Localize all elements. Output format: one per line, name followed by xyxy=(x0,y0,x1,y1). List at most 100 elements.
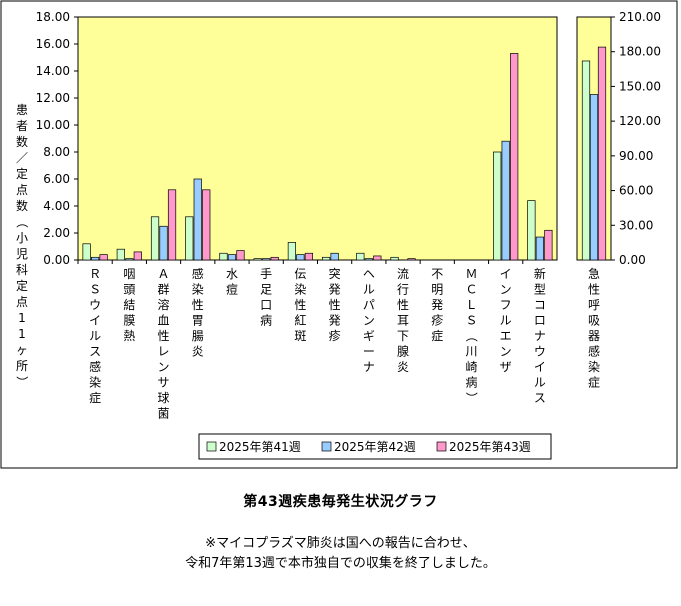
svg-text:感: 感 xyxy=(192,266,204,281)
svg-text:結: 結 xyxy=(123,298,135,312)
svg-text:サ: サ xyxy=(158,376,170,390)
bar xyxy=(150,216,160,261)
svg-text:ル: ル xyxy=(89,329,101,343)
svg-text:Ｍ: Ｍ xyxy=(465,267,477,281)
svg-text:感: 感 xyxy=(588,344,600,359)
svg-text:症: 症 xyxy=(431,328,443,343)
bar xyxy=(407,258,416,261)
svg-text:川: 川 xyxy=(465,345,477,359)
secondary-y-tick-label: 90.00 xyxy=(619,149,653,163)
bar xyxy=(167,189,177,261)
svg-text:膜: 膜 xyxy=(123,314,135,328)
svg-text:数: 数 xyxy=(16,134,28,149)
svg-text:ギ: ギ xyxy=(363,329,375,343)
svg-text:定: 定 xyxy=(16,166,28,181)
chart: 0.002.004.006.008.0010.0012.0014.0016.00… xyxy=(0,0,678,469)
svg-text:疹: 疹 xyxy=(329,328,341,343)
bar xyxy=(82,243,91,261)
svg-text:小: 小 xyxy=(16,231,28,245)
svg-text:コ: コ xyxy=(534,298,546,312)
svg-text:病: 病 xyxy=(260,313,272,328)
svg-text:水: 水 xyxy=(226,267,238,281)
svg-text:血: 血 xyxy=(158,314,170,328)
bar xyxy=(296,254,305,261)
bar xyxy=(125,258,134,261)
svg-text:口: 口 xyxy=(260,298,272,312)
svg-text:性: 性 xyxy=(294,298,306,312)
secondary-plot: 0.00 30.00 60.00 90.00 120.00 150.00 180.00 210… xyxy=(576,10,661,390)
bar xyxy=(544,229,553,261)
svg-text:ン: ン xyxy=(158,360,170,374)
svg-text:足: 足 xyxy=(260,283,272,297)
svg-text:ウ: ウ xyxy=(89,298,101,312)
svg-text:頭: 頭 xyxy=(123,283,135,297)
footnote-line-2: 令和7年第13週で本市独自での収集を終了しました。 xyxy=(185,556,496,571)
svg-text:性: 性 xyxy=(397,298,409,312)
svg-text:崎: 崎 xyxy=(465,360,477,374)
svg-text:1: 1 xyxy=(18,311,26,325)
legend-label: 2025年第43週 xyxy=(449,440,531,454)
bar xyxy=(364,258,373,261)
svg-text:点: 点 xyxy=(16,183,28,197)
svg-text:Ｓ: Ｓ xyxy=(465,314,477,328)
svg-text:児: 児 xyxy=(16,247,28,261)
svg-text:ン: ン xyxy=(363,314,375,328)
bar xyxy=(262,258,271,261)
y-tick-label: 2.00 xyxy=(43,226,70,240)
bar xyxy=(493,151,502,261)
svg-text:ル: ル xyxy=(534,376,546,390)
svg-text:呼: 呼 xyxy=(588,298,600,312)
chart-caption-title: 第43週疾患毎発生状況グラフ xyxy=(243,494,438,510)
svg-text:流: 流 xyxy=(397,267,409,281)
svg-text:パ: パ xyxy=(363,298,375,312)
svg-text:レ: レ xyxy=(158,345,170,359)
svg-text:菌: 菌 xyxy=(158,407,170,421)
secondary-bar xyxy=(589,94,599,261)
svg-text:性: 性 xyxy=(329,298,341,312)
svg-text:不: 不 xyxy=(431,267,443,281)
svg-text:吸: 吸 xyxy=(588,314,600,328)
plot-area xyxy=(77,16,558,261)
bar xyxy=(133,251,142,261)
bar xyxy=(193,178,202,261)
svg-text:Ａ: Ａ xyxy=(158,267,170,281)
bar xyxy=(219,252,228,261)
svg-text:）: ） xyxy=(464,392,478,404)
legend: 2025年第41週 2025年第42週 2025年第43週 xyxy=(198,433,552,460)
svg-text:急: 急 xyxy=(588,266,600,281)
y-tick-label: 10.00 xyxy=(36,118,70,132)
secondary-y-tick-label: 180.00 xyxy=(619,45,661,59)
svg-text:定: 定 xyxy=(16,278,28,293)
legend-swatch xyxy=(321,441,332,452)
svg-text:ン: ン xyxy=(500,283,512,297)
svg-text:突: 突 xyxy=(329,266,341,281)
svg-text:炎: 炎 xyxy=(192,345,204,359)
y-tick-label: 4.00 xyxy=(43,199,70,213)
svg-text:行: 行 xyxy=(397,283,409,297)
secondary-y-tick-label: 0.00 xyxy=(619,253,646,267)
bar xyxy=(236,250,245,261)
svg-text:腸: 腸 xyxy=(192,329,204,343)
svg-text:耳: 耳 xyxy=(397,314,409,328)
bar xyxy=(202,189,211,261)
bar xyxy=(287,242,296,261)
legend-box xyxy=(198,433,552,460)
svg-text:感: 感 xyxy=(89,359,101,374)
bar xyxy=(535,236,544,261)
svg-text:Ｌ: Ｌ xyxy=(465,298,477,312)
svg-text:性: 性 xyxy=(192,298,204,312)
svg-text:染: 染 xyxy=(588,359,600,374)
main-plot: 0.00 2.00 4.00 6.00 8.00 10.00 12.00 14.00 16.00… xyxy=(15,10,558,421)
svg-text:（: （ xyxy=(15,216,29,228)
svg-text:Ｃ: Ｃ xyxy=(465,283,477,297)
secondary-y-tick-label: 210.00 xyxy=(619,10,661,24)
svg-text:ー: ー xyxy=(363,345,375,359)
footnote-line-1: ※マイコプラズマ肺炎は国への報告に合わせ、 xyxy=(205,536,476,551)
